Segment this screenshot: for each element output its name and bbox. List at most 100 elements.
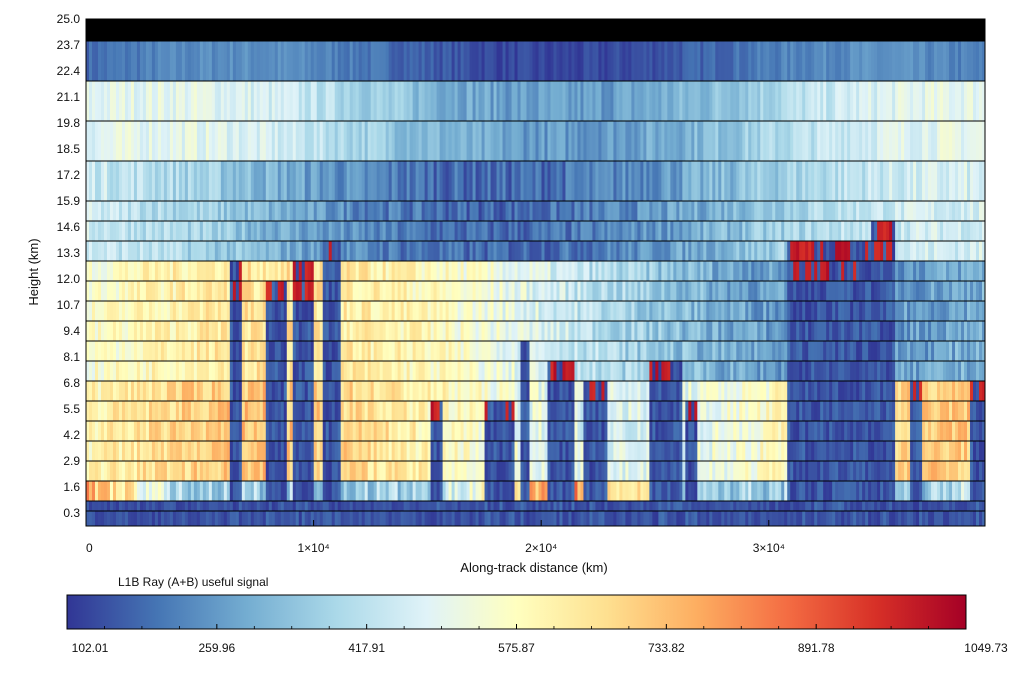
heatmap-cell bbox=[652, 121, 656, 161]
heatmap-cell bbox=[655, 81, 659, 121]
heatmap-cell bbox=[142, 301, 147, 321]
heatmap-cell bbox=[955, 81, 959, 121]
heatmap-cell bbox=[928, 281, 932, 301]
heatmap-cell bbox=[379, 321, 384, 341]
heatmap-cell bbox=[205, 281, 210, 301]
heatmap-cell bbox=[307, 401, 312, 421]
heatmap-cell bbox=[454, 261, 459, 281]
heatmap-cell bbox=[442, 241, 447, 261]
heatmap-cell bbox=[772, 221, 776, 241]
heatmap-cell bbox=[811, 81, 815, 121]
heatmap-cell bbox=[712, 361, 716, 381]
heatmap-cell bbox=[544, 321, 549, 341]
heatmap-cell bbox=[952, 81, 956, 121]
heatmap-cell bbox=[973, 361, 977, 381]
heatmap-cell bbox=[382, 81, 387, 121]
heatmap-cell bbox=[733, 201, 737, 221]
heatmap-cell bbox=[538, 121, 543, 161]
heatmap-cell bbox=[685, 241, 689, 261]
heatmap-cell bbox=[241, 221, 246, 241]
heatmap-cell bbox=[757, 401, 761, 421]
heatmap-cell bbox=[229, 81, 234, 121]
heatmap-cell bbox=[874, 361, 878, 381]
heatmap-cell bbox=[307, 221, 312, 241]
heatmap-cell bbox=[670, 41, 674, 81]
heatmap-cell bbox=[685, 201, 689, 221]
heatmap-cell bbox=[283, 341, 288, 361]
heatmap-cell bbox=[568, 241, 573, 261]
heatmap-cell bbox=[706, 321, 710, 341]
heatmap-cell bbox=[448, 241, 453, 261]
heatmap-cell bbox=[349, 261, 354, 281]
heatmap-cell bbox=[673, 341, 677, 361]
heatmap-cell bbox=[334, 261, 339, 281]
heatmap-cell bbox=[922, 281, 926, 301]
heatmap-cell bbox=[829, 81, 833, 121]
heatmap-cell bbox=[499, 281, 504, 301]
heatmap-cell bbox=[208, 41, 213, 81]
heatmap-cell bbox=[622, 161, 626, 201]
heatmap-cell bbox=[460, 401, 465, 421]
heatmap-cell bbox=[676, 161, 680, 201]
heatmap-cell bbox=[154, 421, 159, 441]
heatmap-cell bbox=[961, 381, 965, 401]
heatmap-cell bbox=[706, 221, 710, 241]
heatmap-cell bbox=[982, 241, 985, 261]
heatmap-cell bbox=[103, 41, 108, 81]
heatmap-cell bbox=[376, 401, 381, 421]
heatmap-cell bbox=[826, 241, 830, 261]
heatmap-cell bbox=[223, 361, 228, 381]
heatmap-cell bbox=[166, 201, 171, 221]
heatmap-cell bbox=[901, 241, 905, 261]
heatmap-cell bbox=[949, 421, 953, 441]
heatmap-cell bbox=[862, 301, 866, 321]
heatmap-cell bbox=[646, 341, 650, 361]
heatmap-cell bbox=[625, 81, 629, 121]
heatmap-cell bbox=[301, 401, 306, 421]
heatmap-cell bbox=[109, 441, 114, 461]
heatmap-cell bbox=[457, 121, 462, 161]
heatmap-cell bbox=[847, 321, 851, 341]
heatmap-cell bbox=[394, 421, 399, 441]
heatmap-cell bbox=[502, 381, 507, 401]
heatmap-cell bbox=[205, 341, 210, 361]
heatmap-cell bbox=[751, 81, 755, 121]
heatmap-cell bbox=[193, 441, 198, 461]
heatmap-cell bbox=[865, 321, 869, 341]
heatmap-cell bbox=[616, 81, 621, 121]
heatmap-cell bbox=[208, 441, 213, 461]
heatmap-cell bbox=[247, 361, 252, 381]
heatmap-cell bbox=[823, 321, 827, 341]
heatmap-cell bbox=[643, 361, 647, 381]
heatmap-cell bbox=[844, 381, 848, 401]
heatmap-cell bbox=[130, 261, 135, 281]
heatmap-cell bbox=[424, 401, 429, 421]
heatmap-cell bbox=[715, 121, 719, 161]
heatmap-cell bbox=[175, 41, 180, 81]
heatmap-cell bbox=[238, 401, 243, 421]
heatmap-cell bbox=[736, 41, 740, 81]
heatmap-cell bbox=[184, 221, 189, 241]
heatmap-cell bbox=[394, 121, 399, 161]
heatmap-cell bbox=[259, 381, 264, 401]
heatmap-cell bbox=[361, 301, 366, 321]
heatmap-cell bbox=[670, 441, 674, 461]
heatmap-cell bbox=[703, 81, 707, 121]
heatmap-cell bbox=[976, 321, 980, 341]
heatmap-cell bbox=[616, 241, 621, 261]
heatmap-cell bbox=[214, 341, 219, 361]
heatmap-cell bbox=[607, 401, 612, 421]
heatmap-cell bbox=[436, 281, 441, 301]
heatmap-cell bbox=[850, 361, 854, 381]
heatmap-cell bbox=[961, 421, 965, 441]
heatmap-cell bbox=[268, 281, 273, 301]
heatmap-cell bbox=[130, 161, 135, 201]
heatmap-cell bbox=[727, 121, 731, 161]
heatmap-cell bbox=[712, 321, 716, 341]
heatmap-cell bbox=[754, 421, 758, 441]
heatmap-cell bbox=[721, 381, 725, 401]
heatmap-cell bbox=[484, 301, 489, 321]
heatmap-cell bbox=[715, 361, 719, 381]
heatmap-cell bbox=[490, 281, 495, 301]
heatmap-cell bbox=[307, 441, 312, 461]
